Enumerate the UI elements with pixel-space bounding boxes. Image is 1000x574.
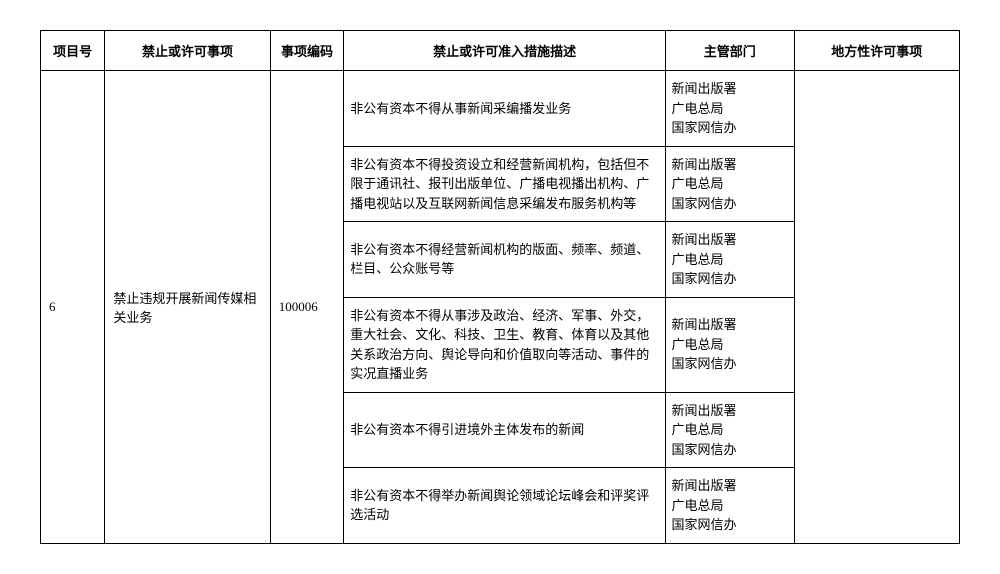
measure-dept: 新闻出版署广电总局国家网信办 — [665, 71, 794, 146]
table-row: 6 禁止违规开展新闻传媒相关业务 100006 非公有资本不得从事新闻采编播发业… — [41, 71, 960, 544]
cell-matter: 禁止违规开展新闻传媒相关业务 — [105, 71, 270, 544]
dept-line: 广电总局 — [672, 99, 788, 119]
dept-line: 广电总局 — [672, 420, 788, 440]
measure-desc: 非公有资本不得引进境外主体发布的新闻 — [344, 392, 665, 468]
col-header-desc: 禁止或许可准入措施描述 — [344, 31, 666, 71]
cell-desc-dept: 非公有资本不得从事新闻采编播发业务新闻出版署广电总局国家网信办非公有资本不得投资… — [344, 71, 794, 544]
dept-line: 国家网信办 — [672, 269, 788, 289]
dept-line: 国家网信办 — [672, 515, 788, 535]
dept-line: 国家网信办 — [672, 440, 788, 460]
regulation-table: 项目号 禁止或许可事项 事项编码 禁止或许可准入措施描述 主管部门 地方性许可事… — [40, 30, 960, 544]
measure-desc: 非公有资本不得从事新闻采编播发业务 — [344, 71, 665, 146]
cell-projno: 6 — [41, 71, 105, 544]
measure-dept: 新闻出版署广电总局国家网信办 — [665, 222, 794, 298]
measure-desc: 非公有资本不得经营新闻机构的版面、频率、频道、栏目、公众账号等 — [344, 222, 665, 298]
dept-line: 新闻出版署 — [672, 230, 788, 250]
inner-table: 非公有资本不得从事新闻采编播发业务新闻出版署广电总局国家网信办非公有资本不得投资… — [344, 71, 793, 543]
table-header-row: 项目号 禁止或许可事项 事项编码 禁止或许可准入措施描述 主管部门 地方性许可事… — [41, 31, 960, 71]
inner-row: 非公有资本不得投资设立和经营新闻机构，包括但不限于通讯社、报刊出版单位、广播电视… — [344, 146, 793, 222]
inner-row: 非公有资本不得经营新闻机构的版面、频率、频道、栏目、公众账号等新闻出版署广电总局… — [344, 222, 793, 298]
inner-row: 非公有资本不得举办新闻舆论领域论坛峰会和评奖评选活动新闻出版署广电总局国家网信办 — [344, 468, 793, 543]
dept-line: 国家网信办 — [672, 118, 788, 138]
dept-line: 新闻出版署 — [672, 315, 788, 335]
inner-row: 非公有资本不得从事涉及政治、经济、军事、外交，重大社会、文化、科技、卫生、教育、… — [344, 297, 793, 392]
measure-desc: 非公有资本不得举办新闻舆论领域论坛峰会和评奖评选活动 — [344, 468, 665, 543]
measure-desc: 非公有资本不得投资设立和经营新闻机构，包括但不限于通讯社、报刊出版单位、广播电视… — [344, 146, 665, 222]
col-header-code: 事项编码 — [270, 31, 344, 71]
measure-dept: 新闻出版署广电总局国家网信办 — [665, 468, 794, 543]
measure-desc: 非公有资本不得从事涉及政治、经济、军事、外交，重大社会、文化、科技、卫生、教育、… — [344, 297, 665, 392]
dept-line: 新闻出版署 — [672, 79, 788, 99]
col-header-matter: 禁止或许可事项 — [105, 31, 270, 71]
dept-line: 新闻出版署 — [672, 155, 788, 175]
inner-row: 非公有资本不得从事新闻采编播发业务新闻出版署广电总局国家网信办 — [344, 71, 793, 146]
col-header-projno: 项目号 — [41, 31, 105, 71]
cell-code: 100006 — [270, 71, 344, 544]
measure-dept: 新闻出版署广电总局国家网信办 — [665, 297, 794, 392]
dept-line: 广电总局 — [672, 250, 788, 270]
col-header-dept: 主管部门 — [665, 31, 794, 71]
cell-local — [794, 71, 959, 544]
col-header-local: 地方性许可事项 — [794, 31, 959, 71]
measure-dept: 新闻出版署广电总局国家网信办 — [665, 146, 794, 222]
dept-line: 新闻出版署 — [672, 476, 788, 496]
dept-line: 广电总局 — [672, 496, 788, 516]
dept-line: 国家网信办 — [672, 194, 788, 214]
measure-dept: 新闻出版署广电总局国家网信办 — [665, 392, 794, 468]
dept-line: 国家网信办 — [672, 354, 788, 374]
dept-line: 广电总局 — [672, 174, 788, 194]
dept-line: 新闻出版署 — [672, 401, 788, 421]
dept-line: 广电总局 — [672, 335, 788, 355]
inner-row: 非公有资本不得引进境外主体发布的新闻新闻出版署广电总局国家网信办 — [344, 392, 793, 468]
